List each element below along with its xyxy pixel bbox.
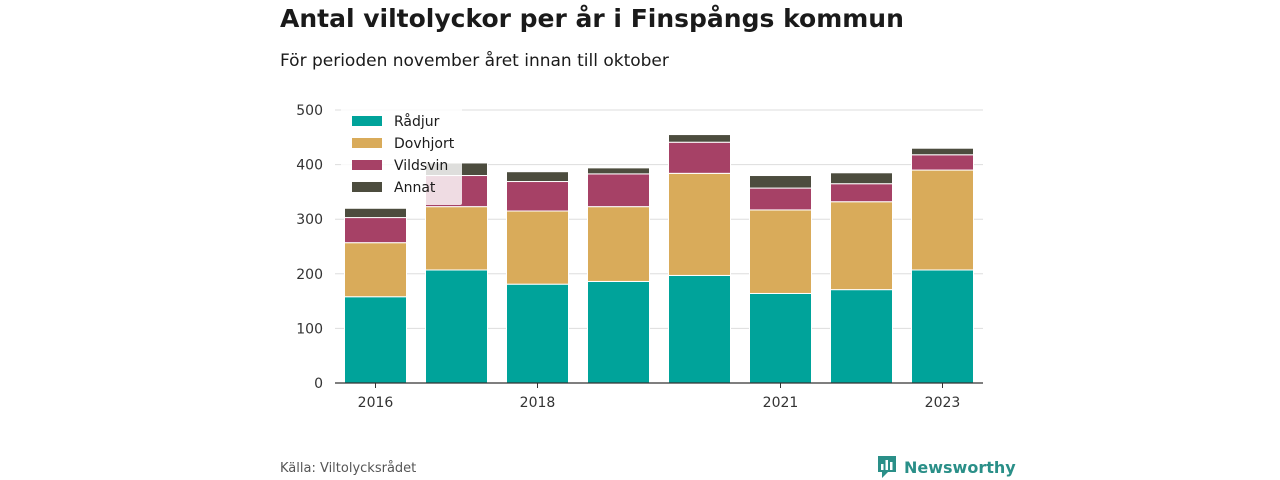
x-tick-label: 2018 — [520, 395, 556, 411]
legend-swatch — [352, 116, 382, 126]
y-tick-label: 0 — [314, 376, 323, 392]
bar-segment — [587, 173, 650, 208]
x-tick-label: 2023 — [925, 395, 961, 411]
x-tick-label: 2021 — [763, 395, 799, 411]
bar-segment — [668, 141, 731, 174]
legend-swatch — [352, 182, 382, 192]
bar-segment — [587, 280, 650, 384]
x-tick-label: 2016 — [358, 395, 394, 411]
bar-segment — [506, 210, 569, 285]
brand-name: Newsworthy — [904, 457, 1016, 477]
bar-segment — [749, 175, 812, 189]
legend-label: Annat — [394, 180, 436, 196]
brand-logo: Newsworthy — [876, 454, 1016, 480]
bar-segment — [911, 169, 974, 271]
bar-segment — [506, 283, 569, 384]
bar-segment — [344, 296, 407, 384]
legend: Rådjur Dovhjort Vildsvin Annat — [341, 106, 462, 205]
bar-segment — [749, 209, 812, 294]
chart-subtitle: För perioden november året innan till ok… — [280, 51, 669, 71]
bar-segment — [668, 172, 731, 276]
y-tick-label: 500 — [296, 103, 323, 119]
bar-segment — [830, 172, 893, 185]
legend-swatch — [352, 138, 382, 148]
bar-segment — [344, 217, 407, 244]
legend-background — [341, 106, 462, 205]
bar-segment — [668, 274, 731, 384]
bar-segment — [425, 269, 488, 384]
legend-swatch — [352, 160, 382, 170]
bar-segment — [344, 242, 407, 298]
y-tick-label: 400 — [296, 158, 323, 174]
bar-segment — [911, 269, 974, 384]
legend-label: Vildsvin — [394, 158, 448, 174]
bar-segment — [506, 171, 569, 183]
y-tick-label: 300 — [296, 212, 323, 228]
bar-segment — [830, 289, 893, 384]
bar-segment — [749, 187, 812, 211]
bar-segment — [830, 183, 893, 203]
bar-segment — [587, 206, 650, 282]
bar-segment — [830, 201, 893, 291]
bar-segment — [587, 167, 650, 175]
chart-title: Antal viltolyckor per år i Finspångs kom… — [280, 4, 904, 33]
bar-segment — [911, 154, 974, 171]
newsworthy-logo-icon — [878, 456, 896, 478]
bar-segment — [506, 181, 569, 212]
legend-label: Rådjur — [394, 113, 440, 130]
bar-segment — [668, 134, 731, 143]
legend-label: Dovhjort — [394, 136, 455, 152]
y-tick-label: 100 — [296, 321, 323, 337]
bar-segment — [425, 206, 488, 271]
y-tick-label: 200 — [296, 267, 323, 283]
bar-segment — [911, 147, 974, 156]
bar-segment — [749, 292, 812, 384]
source-note: Källa: Viltolycksrådet — [280, 461, 417, 476]
bar-segment — [344, 207, 407, 219]
